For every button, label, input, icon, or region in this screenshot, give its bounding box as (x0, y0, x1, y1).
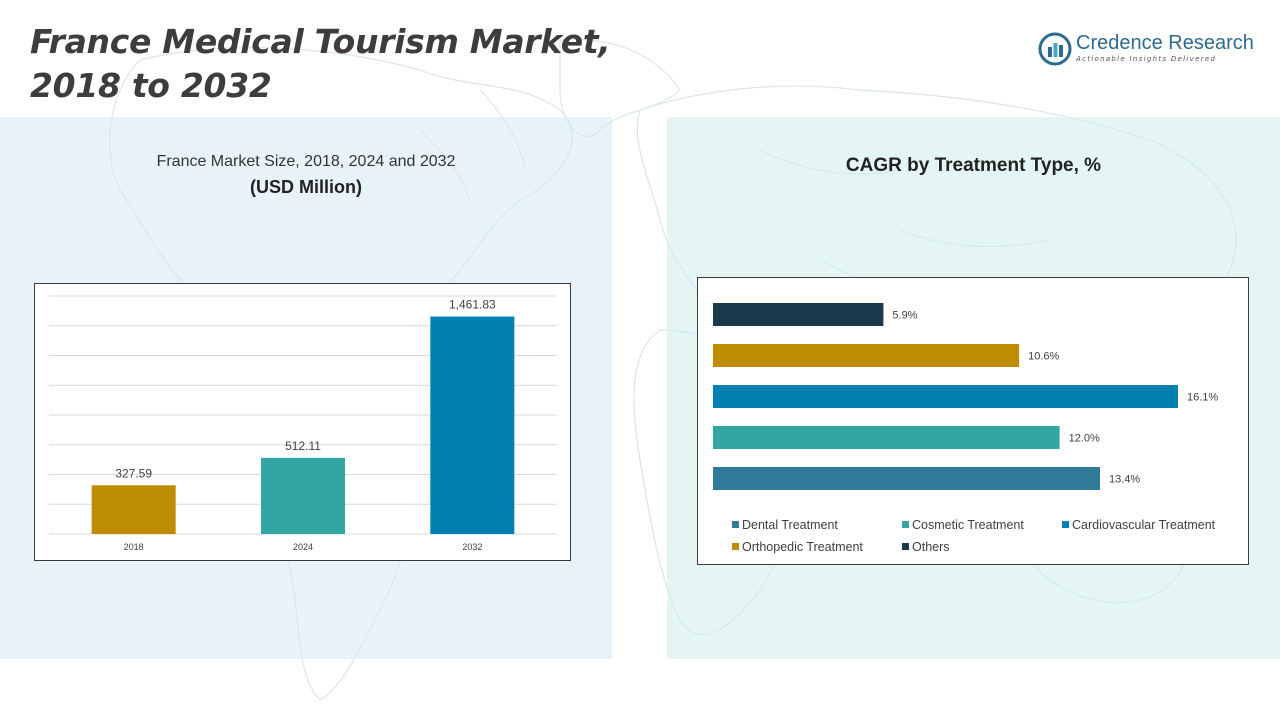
cagr-chart: 5.9% 10.6% 16.1% 12.0% 13.4% Dental Treatmen… (697, 277, 1249, 565)
brand-logo-icon (1038, 32, 1072, 66)
x-tick-label: 2024 (293, 542, 313, 552)
legend-item: Others (902, 540, 950, 554)
x-tick-label: 2032 (462, 542, 482, 552)
cagr-horizontal-bar-chart: 5.9% 10.6% 16.1% 12.0% 13.4% (713, 303, 1218, 490)
hbar-orthopedic-treatment (713, 344, 1020, 367)
brand-tagline: Actionable Insights Delivered (1076, 55, 1217, 63)
hbar-others (713, 303, 884, 326)
legend-item: Cosmetic Treatment (902, 518, 1024, 532)
hbar-value-label: 5.9% (892, 310, 917, 322)
market-size-bar-chart: 327.59 2018 512.11 2024 1,461.83 2032 (49, 295, 557, 552)
page-title-line-1: France Medical Tourism Market, (30, 22, 611, 61)
legend-swatch (1062, 521, 1069, 528)
legend-label: Orthopedic Treatment (742, 540, 863, 554)
bar-2032 (430, 316, 515, 534)
bar-2018 (91, 485, 176, 534)
legend-label: Others (912, 540, 950, 554)
bar-value-label: 1,461.83 (449, 298, 496, 312)
cagr-chart-title: CAGR by Treatment Type, % (845, 155, 1102, 176)
legend-item: Orthopedic Treatment (732, 540, 863, 554)
legend-label: Cosmetic Treatment (912, 518, 1024, 532)
market-size-chart: 327.59 2018 512.11 2024 1,461.83 2032 (34, 283, 571, 561)
legend-label: Cardiovascular Treatment (1072, 518, 1216, 532)
hbar-dental-treatment (713, 467, 1101, 490)
legend-item: Cardiovascular Treatment (1062, 518, 1215, 532)
brand-logo: Credence Research Actionable Insights De… (1038, 30, 1254, 70)
page-title: France Medical Tourism Market, 2018 to 2… (30, 20, 611, 108)
hbar-cardiovascular-treatment (713, 385, 1178, 408)
bar-2024 (261, 457, 345, 534)
bar-value-label: 512.11 (285, 439, 321, 453)
brand-name: Credence Research (1076, 32, 1254, 54)
legend-swatch (902, 521, 909, 528)
legend-item: Dental Treatment (732, 518, 838, 532)
hbar-value-label: 13.4% (1109, 474, 1140, 486)
hbar-cosmetic-treatment (713, 426, 1060, 449)
legend-swatch (732, 521, 739, 528)
hbar-value-label: 16.1% (1187, 392, 1218, 404)
market-size-chart-subtitle: (USD Million) (250, 177, 362, 197)
legend-label: Dental Treatment (742, 518, 838, 532)
x-tick-label: 2018 (124, 542, 144, 552)
legend-swatch (732, 543, 739, 550)
hbar-value-label: 10.6% (1028, 351, 1059, 363)
legend-swatch (902, 543, 909, 550)
market-size-chart-title: France Market Size, 2018, 2024 and 2032 (156, 153, 456, 170)
bar-value-label: 327.59 (115, 466, 152, 480)
page-title-line-2: 2018 to 2032 (30, 66, 272, 105)
hbar-value-label: 12.0% (1069, 433, 1100, 445)
